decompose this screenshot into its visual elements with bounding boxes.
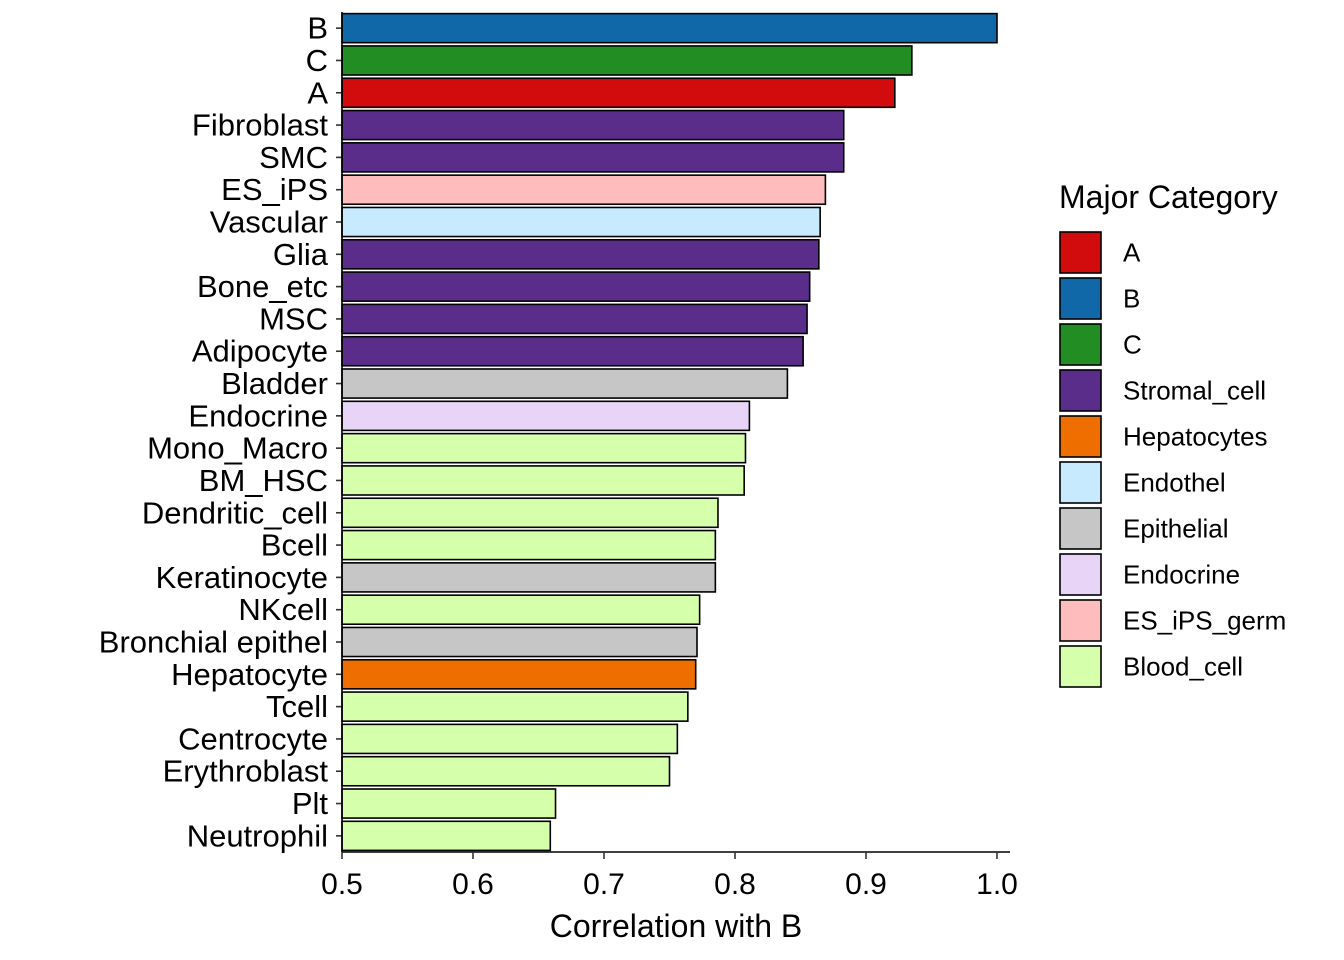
bars-layer [341,12,998,852]
y-tick-label: Plt [292,786,329,821]
bar-mono-macro [341,432,747,464]
bar-keratinocyte [341,562,717,593]
bar-es-ips [341,174,827,206]
bar-smc [341,142,845,173]
y-tick-label: Endocrine [188,398,328,433]
bar-erythroblast [341,755,671,787]
x-tick-label: 0.7 [583,868,625,901]
y-tick-label: MSC [259,301,328,336]
bar-c [341,45,913,76]
y-tick-label: Adipocyte [192,334,328,369]
y-tick-label: Erythroblast [163,754,329,789]
bar-dendritic-cell [341,497,719,529]
legend-swatch [1059,645,1102,688]
bar-neutrophil [341,820,552,852]
y-tick-label: Hepatocyte [171,657,328,692]
y-tick-label: BM_HSC [199,463,328,498]
y-tick-label: Centrocyte [178,721,328,756]
y-tick-label: Bone_etc [197,269,328,304]
legend-label: B [1123,284,1140,314]
y-tick-label: Dendritic_cell [142,495,328,530]
legend-label: Epithelial [1123,514,1229,544]
legend-label: C [1123,330,1142,360]
y-tick-label: ES_iPS [221,172,328,207]
y-tick-label: Bcell [261,528,328,563]
bar-tcell [341,691,689,722]
y-tick-label: Fibroblast [192,108,328,143]
bar-centrocyte [341,723,679,755]
bar-bone-etc [341,271,811,302]
y-tick-label: A [307,75,328,110]
legend-label: ES_iPS_germ [1123,606,1286,636]
bar-msc [341,303,808,335]
legend-swatch [1059,461,1102,504]
bar-hepatocyte [341,658,697,690]
legend-label: Endocrine [1123,560,1240,590]
x-axis-title: Correlation with B [550,908,803,944]
legend-swatch [1059,507,1102,550]
y-tick-label: C [306,43,328,78]
x-tick-label: 1.0 [976,868,1018,901]
bar-b [341,12,998,44]
legend-label: Stromal_cell [1123,376,1266,406]
bar-bladder [341,368,789,399]
legend-swatch [1059,553,1102,596]
bar-nkcell [341,594,701,626]
y-tick-label: SMC [259,140,328,175]
y-tick-label: Mono_Macro [147,431,328,466]
bar-bm-hsc [341,465,745,496]
y-tick-label: Neutrophil [187,818,328,853]
legend-label: A [1123,238,1141,268]
bar-bcell [341,529,717,561]
legend-swatch [1059,277,1102,320]
bar-adipocyte [341,335,804,367]
y-tick-label: Vascular [210,205,328,240]
y-axis: BCAFibroblastSMCES_iPSVascularGliaBone_e… [99,11,343,853]
legend-title: Major Category [1059,179,1278,215]
legend-label: Blood_cell [1123,652,1243,682]
bar-endocrine [341,400,751,432]
legend-swatch [1059,369,1102,412]
y-tick-label: B [307,11,328,46]
y-tick-label: Bladder [221,366,328,401]
bar-vascular [341,206,821,238]
y-tick-label: Keratinocyte [156,560,328,595]
legend-swatch [1059,415,1102,458]
bar-plt [341,788,557,819]
x-tick-label: 0.9 [845,868,887,901]
legend-swatch [1059,323,1102,366]
y-tick-label: Bronchial epithel [99,625,328,660]
bar-a [341,77,896,109]
bar-fibroblast [341,109,845,141]
legend-swatch [1059,599,1102,642]
legend-label: Endothel [1123,468,1226,498]
legend: Major Category ABC Stromal_cell Hepatocyte… [1059,179,1286,688]
x-tick-label: 0.8 [714,868,756,901]
y-tick-label: NKcell [238,592,328,627]
bar-bronchial-epithel [341,626,698,658]
y-tick-label: Tcell [266,689,328,724]
legend-label: Hepatocytes [1123,422,1268,452]
legend-swatch [1059,231,1102,274]
bar-glia [341,238,820,270]
x-tick-label: 0.6 [452,868,494,901]
x-axis: 0.5 0.6 0.7 0.8 0.9 1.0 [321,851,1018,901]
y-tick-label: Glia [273,237,329,272]
x-tick-label: 0.5 [321,868,363,901]
